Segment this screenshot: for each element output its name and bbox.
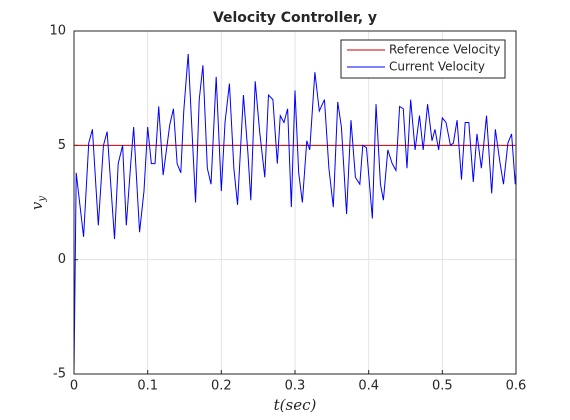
x-tick-label: 0.2 xyxy=(211,379,232,394)
x-tick-label: 0.5 xyxy=(432,379,453,394)
x-tick-label: 0.3 xyxy=(285,379,306,394)
x-tick-label: 0.6 xyxy=(506,379,527,394)
legend-box xyxy=(340,39,506,79)
legend: Reference Velocity Current Velocity xyxy=(340,39,506,79)
y-tick-label: 0 xyxy=(58,252,66,267)
x-tick-label: 0.4 xyxy=(358,379,379,394)
plot-frame xyxy=(73,30,517,375)
data-line xyxy=(74,53,516,374)
x-tick-label: 0.1 xyxy=(137,379,158,394)
y-tick-label: 5 xyxy=(58,138,66,153)
y-tick-label: 10 xyxy=(49,24,66,39)
y-axis-label: vy xyxy=(28,196,48,210)
chart-title: Velocity Controller, y xyxy=(213,10,377,26)
x-axis-label: t(sec) xyxy=(274,396,317,414)
x-tick-label: 0 xyxy=(70,379,78,394)
y-axis-label-sub: y xyxy=(37,196,48,203)
legend-label: Reference Velocity xyxy=(389,43,500,57)
y-axis-label-base: v xyxy=(28,201,46,210)
y-tick-label: -5 xyxy=(53,367,66,382)
legend-label: Current Velocity xyxy=(389,60,485,74)
